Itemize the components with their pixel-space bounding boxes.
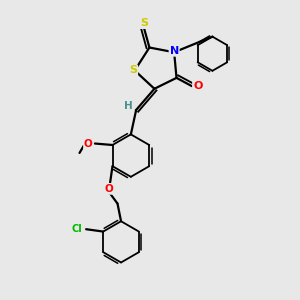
Text: Cl: Cl <box>72 224 83 234</box>
Text: O: O <box>105 184 114 194</box>
Text: S: S <box>129 65 137 76</box>
Text: N: N <box>169 46 179 56</box>
Text: S: S <box>140 18 148 28</box>
Text: O: O <box>193 81 202 91</box>
Text: H: H <box>124 101 132 111</box>
Text: O: O <box>84 139 93 148</box>
